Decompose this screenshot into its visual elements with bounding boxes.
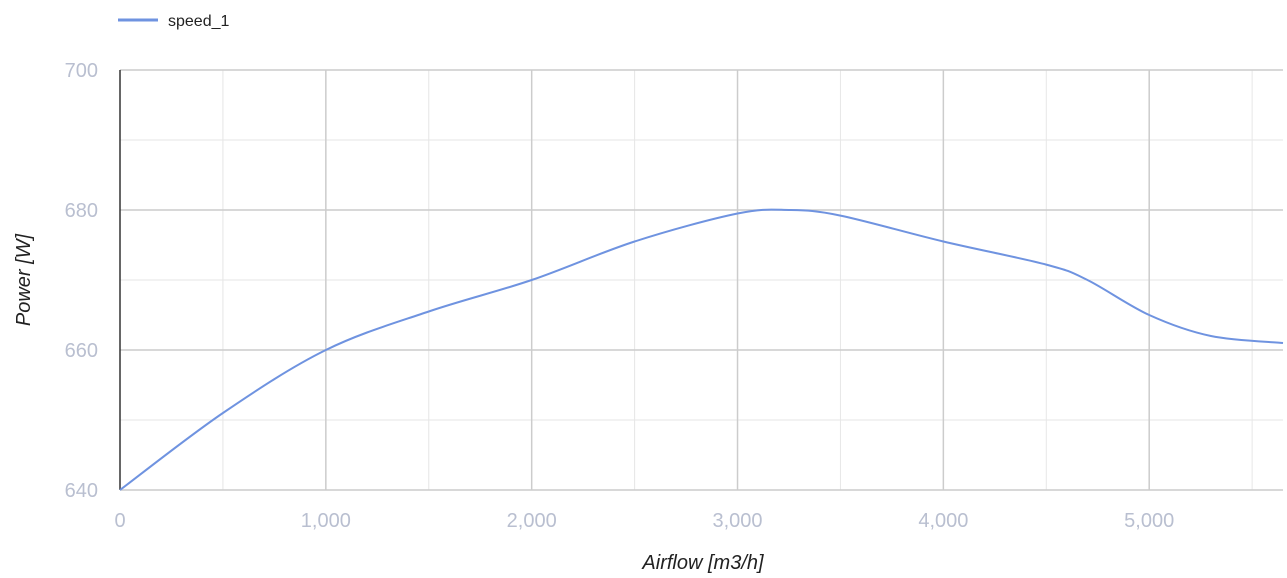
- series-line-speed_1[interactable]: [119, 208, 1284, 491]
- axes: [119, 70, 1283, 491]
- x-tick-label: 2,000: [507, 510, 557, 532]
- x-axis-title: Airflow [m3/h]: [641, 552, 764, 574]
- y-tick-label: 640: [65, 480, 98, 502]
- legend-label: speed_1: [168, 13, 229, 30]
- y-tick-label: 660: [65, 340, 98, 362]
- y-axis-title: Power [W]: [13, 233, 35, 326]
- series-layer: [119, 208, 1284, 491]
- x-tick-label: 1,000: [301, 510, 351, 532]
- y-tick-label: 680: [65, 200, 98, 222]
- grid: [120, 69, 1283, 490]
- legend[interactable]: speed_1: [118, 13, 229, 30]
- tick-labels: 0 1,000 2,000 3,000 4,000 5,000 640 660 680 700: [65, 60, 1175, 532]
- x-tick-label: 0: [114, 510, 125, 532]
- x-tick-label: 3,000: [712, 510, 762, 532]
- y-tick-label: 700: [65, 60, 98, 82]
- x-tick-label: 4,000: [918, 510, 968, 532]
- x-tick-label: 5,000: [1124, 510, 1174, 532]
